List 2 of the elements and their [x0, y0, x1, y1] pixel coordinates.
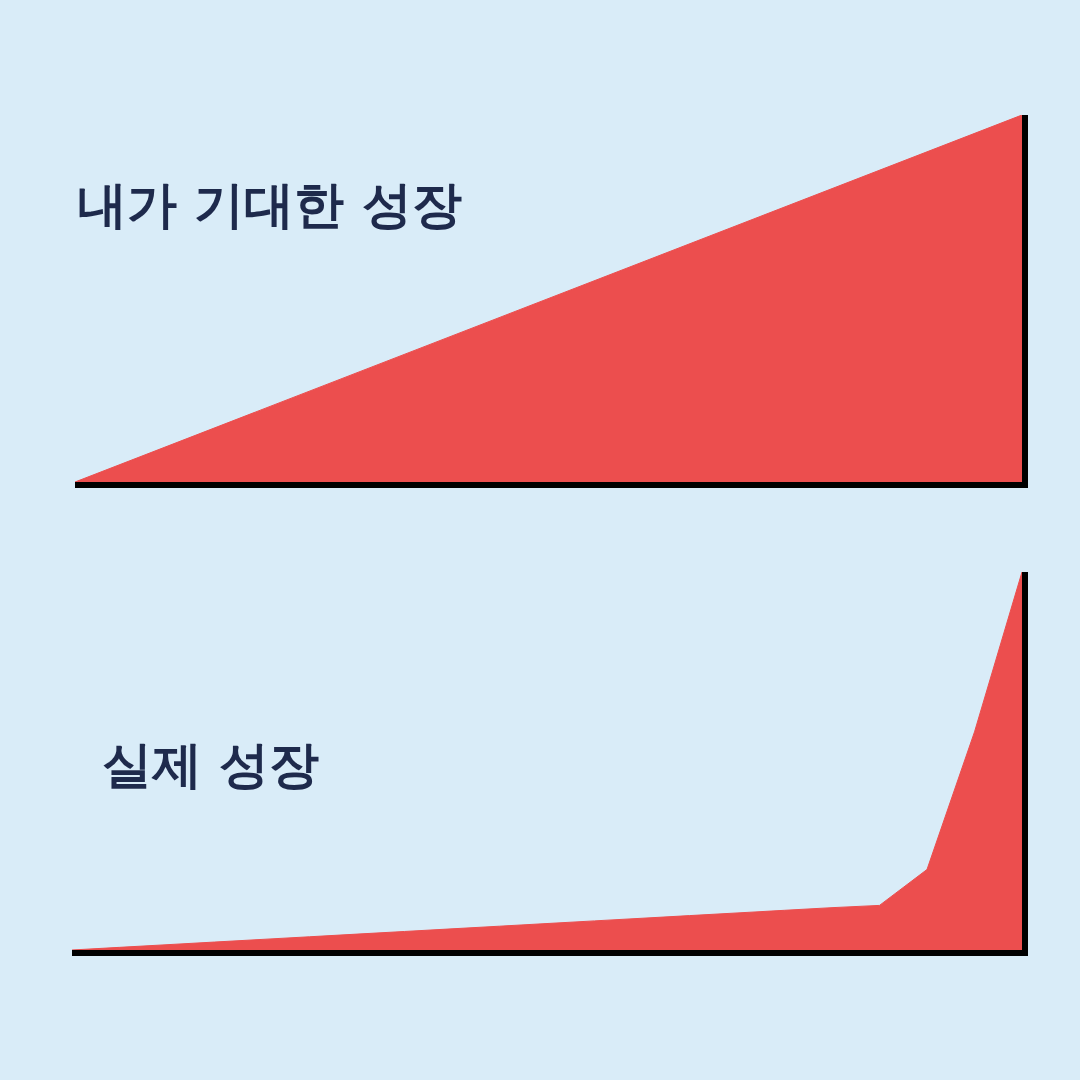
text: 내가 기대한 성장	[77, 176, 462, 234]
text: 실제 성장	[102, 736, 320, 794]
